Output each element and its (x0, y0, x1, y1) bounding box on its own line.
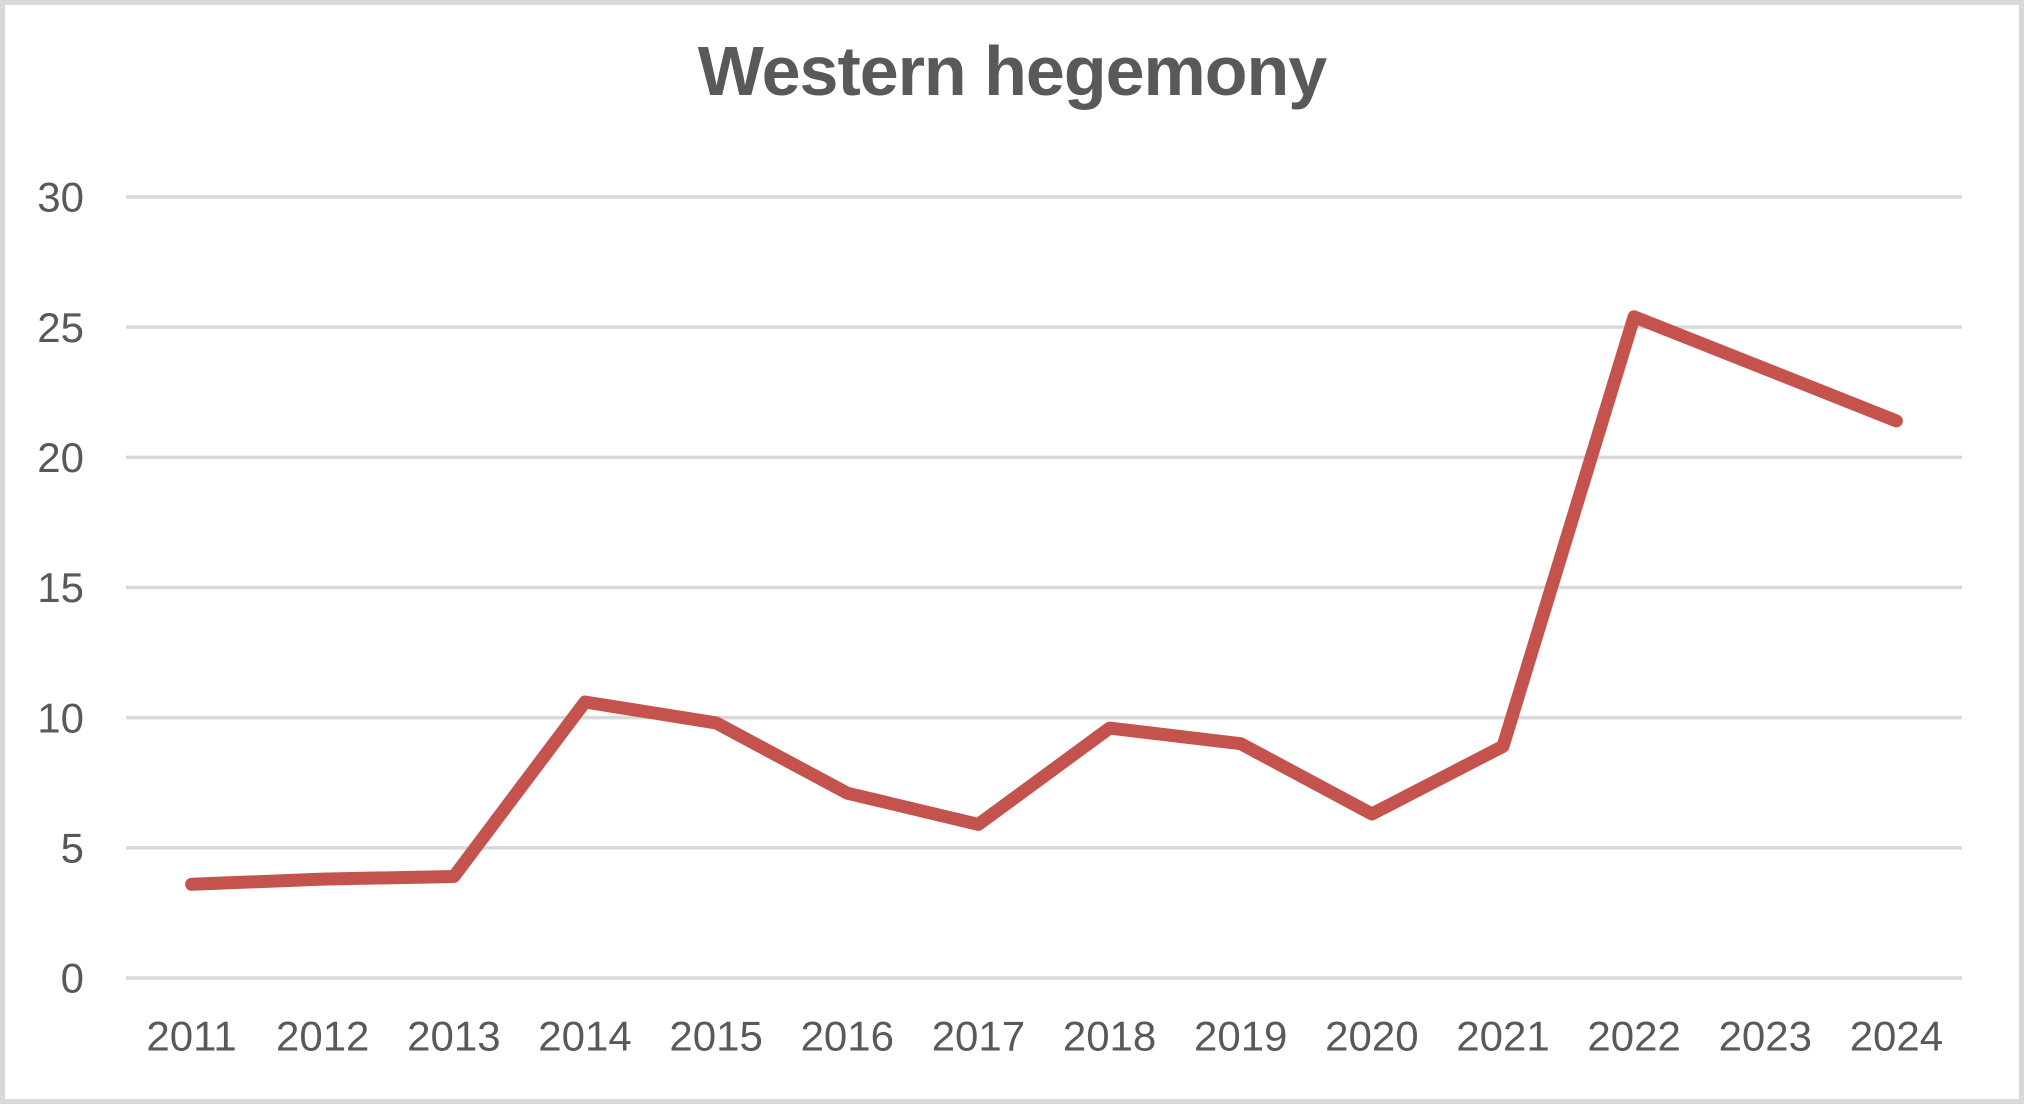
x-axis-tick-label: 2019 (1194, 1013, 1287, 1060)
y-axis-tick-label: 0 (61, 955, 84, 1002)
x-axis-tick-label: 2022 (1587, 1013, 1680, 1060)
x-axis-tick-label: 2020 (1325, 1013, 1418, 1060)
x-axis-tick-label: 2013 (407, 1013, 500, 1060)
series-line (185, 310, 1903, 891)
x-axis-tick-label: 2011 (146, 1013, 236, 1060)
y-axis-tick-label: 10 (37, 694, 84, 741)
x-axis-tick-label: 2021 (1456, 1013, 1549, 1060)
x-axis-tick-label: 2012 (276, 1013, 369, 1060)
y-axis-tick-label: 15 (37, 564, 84, 611)
x-axis-tick-label: 2017 (932, 1013, 1025, 1060)
x-axis-tick-label: 2014 (538, 1013, 631, 1060)
line-chart-plot: 0 5 10 15 20 25 30 2011 2012 2013 2014 2015 2016 2017… (37, 174, 1962, 1060)
y-axis-tick-label: 5 (61, 825, 84, 872)
y-axis-tick-label: 20 (37, 434, 84, 481)
x-axis-tick-label: 2016 (801, 1013, 894, 1060)
x-axis-tick-label: 2015 (669, 1013, 762, 1060)
x-axis-tick-label: 2023 (1719, 1013, 1812, 1060)
y-axis-tick-label: 25 (37, 304, 84, 351)
y-axis-tick-label: 30 (37, 174, 84, 221)
x-axis-tick-label: 2024 (1850, 1013, 1943, 1060)
x-axis-tick-label: 2018 (1063, 1013, 1156, 1060)
